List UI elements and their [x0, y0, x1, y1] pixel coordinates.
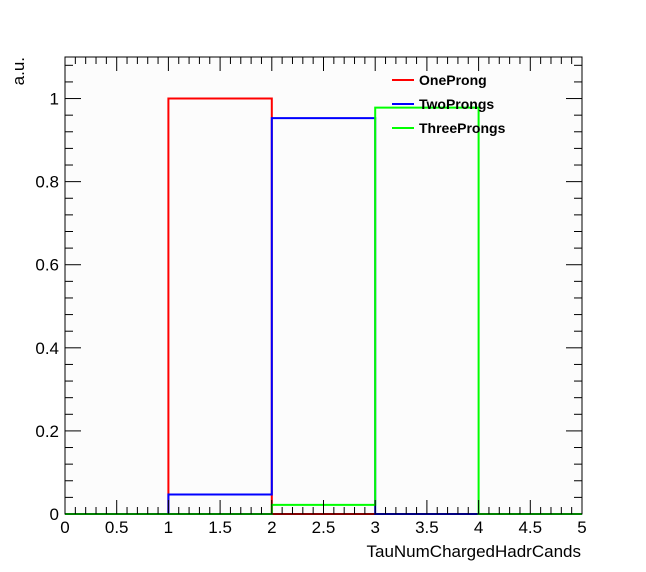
legend-label: OneProng: [419, 72, 487, 88]
y-axis-title: a.u.: [9, 57, 28, 85]
y-tick-label: 0.8: [35, 173, 59, 192]
x-tick-label: 1.5: [208, 518, 232, 537]
y-tick-label: 0.6: [35, 256, 59, 275]
labels-layer: 0 0.5 1 1.5 2 2.5 3 3.5 4 4.5 5 0 0.2 0.4 0.6 0.8 1: [35, 90, 586, 537]
plot-area: [65, 57, 582, 514]
plot-frame: [64, 56, 583, 515]
x-tick-label: 3.5: [415, 518, 439, 537]
x-tick-label: 1: [164, 518, 173, 537]
x-tick-label: 2: [267, 518, 276, 537]
y-tick-label: 0.2: [35, 422, 59, 441]
legend-label: ThreeProngs: [419, 120, 506, 136]
x-axis-title: TauNumChargedHadrCands: [366, 542, 581, 561]
y-tick-label: 0: [50, 505, 59, 524]
x-tick-label: 0.5: [105, 518, 129, 537]
ticks-layer: [64, 57, 583, 515]
x-tick-label: 5: [577, 518, 586, 537]
y-tick-label: 1: [50, 90, 59, 109]
x-tick-label: 3: [370, 518, 379, 537]
x-tick-label: 0: [60, 518, 69, 537]
x-tick-label: 4: [474, 518, 483, 537]
x-tick-label: 4.5: [518, 518, 542, 537]
y-tick-label: 0.4: [35, 339, 59, 358]
legend: OneProng TwoProngs ThreeProngs: [392, 72, 506, 136]
x-tick-label: 2.5: [312, 518, 336, 537]
legend-label: TwoProngs: [419, 96, 494, 112]
